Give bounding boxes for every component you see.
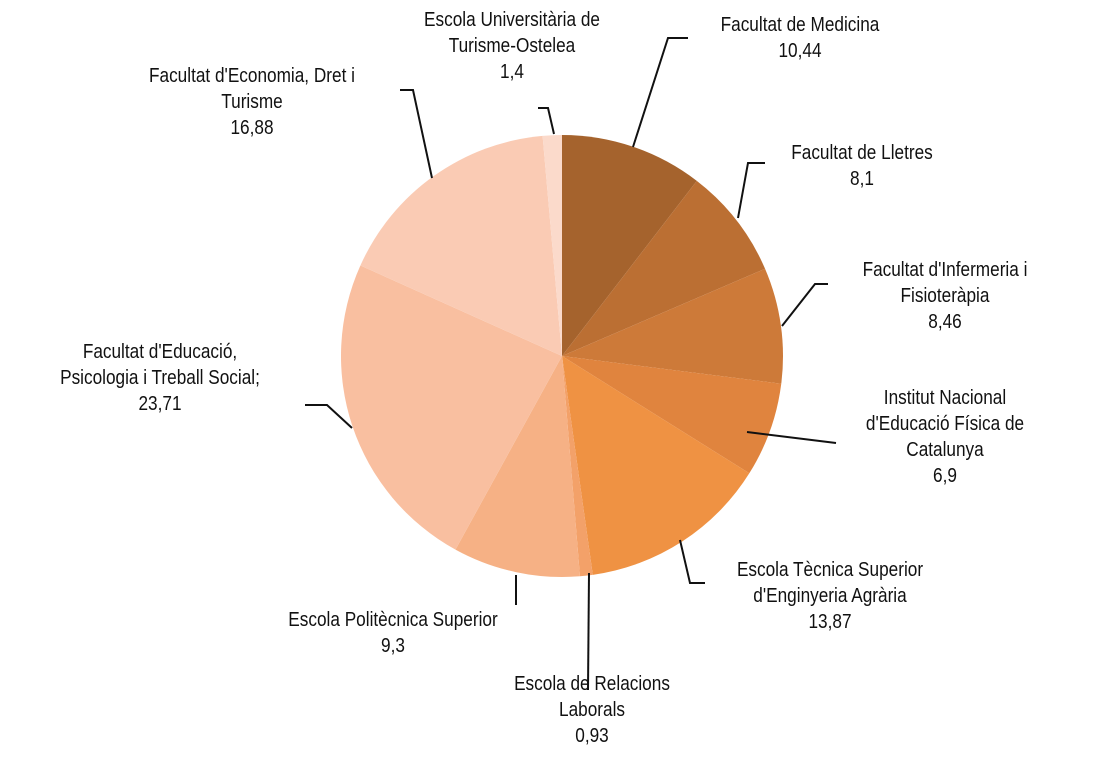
pie-slice <box>562 356 750 575</box>
value-label: 6,9 <box>933 465 957 487</box>
pie-slice <box>562 356 782 474</box>
pie-slice <box>562 135 697 356</box>
category-label: Facultat d'Educació, Psicologia i Trebal… <box>60 341 260 389</box>
slice-label: Escola Universitària de Turisme-Ostelea 1… <box>357 7 667 85</box>
leader-line <box>679 539 705 584</box>
category-label: Facultat d'Infermeria i Fisioteràpia <box>862 259 1028 307</box>
pie-slice <box>562 356 593 577</box>
pie-slice <box>341 265 562 550</box>
category-label: Escola Politècnica Superior <box>288 609 498 631</box>
category-label: Facultat de Medicina <box>720 14 880 36</box>
leader-line <box>400 89 433 179</box>
value-label: 8,46 <box>928 311 962 333</box>
slice-label: Facultat d'Infermeria i Fisioteràpia 8,46 <box>790 257 1094 335</box>
category-label: Escola de Relacions Laborals <box>514 673 670 721</box>
pie-slice <box>360 135 562 356</box>
category-label: Institut Nacional d'Educació Física de C… <box>865 387 1025 461</box>
slice-label: Facultat de Lletres 8,1 <box>707 140 1017 192</box>
value-label: 10,44 <box>778 40 822 62</box>
leader-line <box>632 37 688 148</box>
leader-line <box>746 431 837 444</box>
pie-slice <box>562 268 783 384</box>
slice-label: Facultat d'Economia, Dret i Turisme 16,88 <box>97 63 407 141</box>
value-label: 8,1 <box>850 168 874 190</box>
category-label: Escola Tècnica Superior d'Enginyeria Agr… <box>736 559 924 607</box>
slice-label: Escola Tècnica Superior d'Enginyeria Agr… <box>675 557 985 635</box>
pie-slice <box>562 180 766 356</box>
value-label: 23,71 <box>138 393 182 415</box>
leader-line <box>305 404 353 429</box>
category-label: Facultat de Lletres <box>791 142 933 164</box>
value-label: 1,4 <box>500 61 524 83</box>
slice-label: Facultat de Medicina 10,44 <box>645 12 955 64</box>
value-label: 0,93 <box>575 725 609 747</box>
leader-line <box>587 572 590 691</box>
slice-label: Escola Politècnica Superior 9,3 <box>238 607 548 659</box>
slice-label: Escola de Relacions Laborals 0,93 <box>437 671 747 749</box>
value-label: 16,88 <box>230 117 274 139</box>
leader-line <box>538 107 555 135</box>
slice-label: Institut Nacional d'Educació Física de C… <box>790 385 1094 489</box>
category-label: Escola Universitària de Turisme-Ostelea <box>424 9 600 57</box>
leader-line <box>737 162 765 219</box>
pie-slice <box>542 135 562 356</box>
slice-label: Facultat d'Educació, Psicologia i Trebal… <box>5 339 315 417</box>
leader-line <box>781 283 828 327</box>
value-label: 13,87 <box>808 611 852 633</box>
value-label: 9,3 <box>381 635 405 657</box>
category-label: Facultat d'Economia, Dret i Turisme <box>149 65 355 113</box>
pie-slice <box>455 356 580 577</box>
